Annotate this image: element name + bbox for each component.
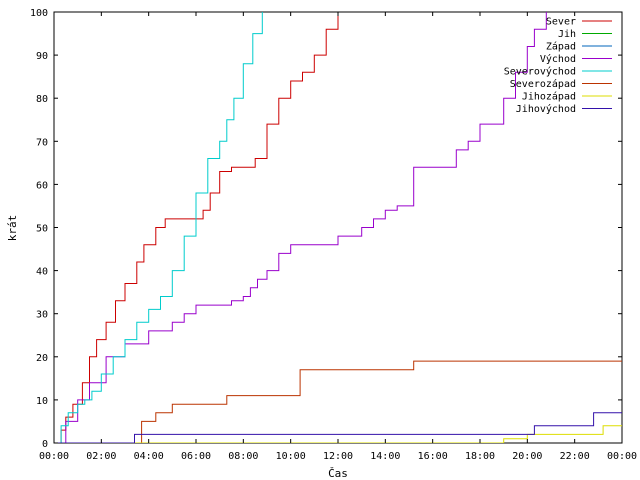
x-tick-label: 06:00 [181,451,211,462]
x-tick-label: 08:00 [228,451,258,462]
x-tick-label: 10:00 [276,451,306,462]
y-tick-label: 50 [36,224,48,235]
y-tick-label: 100 [30,8,48,19]
x-axis-label: Čas [328,467,348,480]
x-tick-label: 02:00 [86,451,116,462]
legend-label: Jihovýchod [516,103,576,115]
y-tick-label: 40 [36,267,48,278]
y-tick-label: 0 [42,439,48,450]
x-tick-label: 12:00 [323,451,353,462]
x-tick-label: 18:00 [465,451,495,462]
legend-label: Východ [540,53,576,65]
x-tick-label: 14:00 [370,451,400,462]
x-tick-label: 00:00 [39,451,69,462]
legend: SeverJihZápadVýchodSeverovýchodSeverozáp… [504,17,612,115]
y-tick-label: 70 [36,137,48,148]
ticks-layer: 00:00 02:00 04:00 06:00 08:00 10:00 12:00 14:00… [30,8,637,462]
x-tick-label: 20:00 [512,451,542,462]
legend-label: Jih [558,29,576,40]
legend-label: Severovýchod [504,66,576,78]
series-line [54,12,547,443]
series-line [54,425,622,443]
series-line [54,412,622,443]
series-layer [54,12,622,443]
y-tick-label: 90 [36,51,48,62]
legend-label: Západ [546,41,576,53]
x-tick-label: 04:00 [134,451,164,462]
legend-label: Sever [546,17,576,28]
legend-label: Jihozápad [522,91,576,103]
x-tick-label: 22:00 [560,451,590,462]
y-tick-label: 10 [36,396,48,407]
y-tick-label: 60 [36,180,48,191]
y-tick-label: 20 [36,353,48,364]
series-line [54,12,263,443]
x-tick-label: 00:00 [607,451,637,462]
y-tick-label: 30 [36,310,48,321]
legend-label: Severozápad [510,78,576,90]
series-line [54,360,622,443]
x-tick-label: 16:00 [418,451,448,462]
y-tick-label: 80 [36,94,48,105]
y-axis-label: krát [6,215,19,242]
